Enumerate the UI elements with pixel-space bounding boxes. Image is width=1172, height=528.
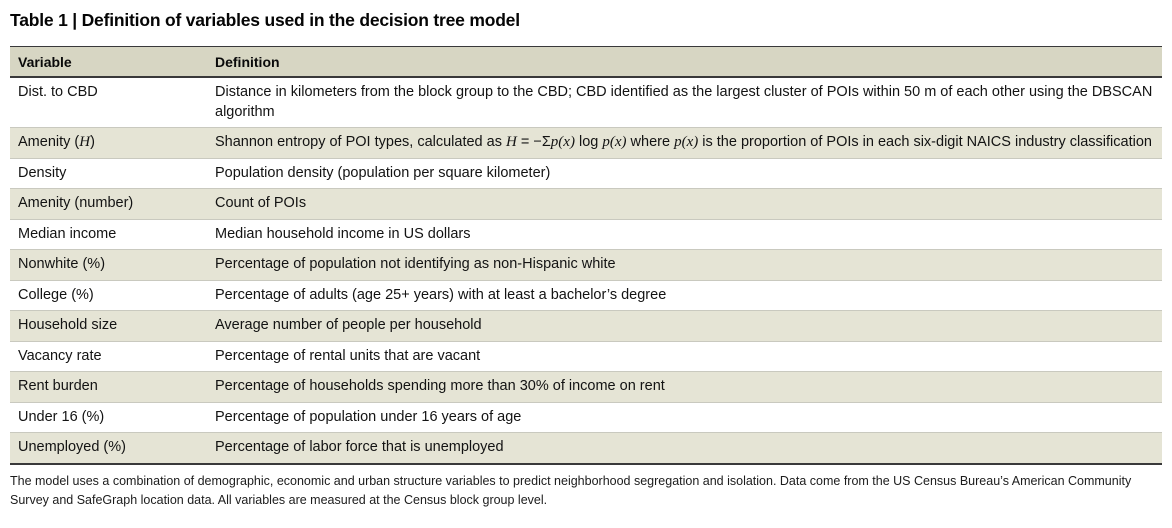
column-header-definition: Definition <box>207 46 1162 78</box>
math-variable: p(x) <box>674 134 699 150</box>
math-variable: H <box>505 134 517 150</box>
definition-cell: Percentage of households spending more t… <box>207 371 1162 402</box>
table-title: Table 1 | Definition of variables used i… <box>10 10 520 30</box>
table-row: Under 16 (%) Percentage of population und… <box>10 401 1162 433</box>
table-row: Vacancy rate Percentage of rental units t… <box>10 340 1162 372</box>
text-segment: is the proportion of POIs in each six-di… <box>698 134 1152 150</box>
table-row: Household size Average number of people p… <box>10 310 1162 341</box>
variable-cell: Median income <box>10 218 207 250</box>
variable-cell: Amenity (number) <box>10 188 207 219</box>
math-variable: H <box>79 134 91 150</box>
text-segment: Shannon entropy of POI types, calculated… <box>215 134 506 150</box>
variable-cell: Under 16 (%) <box>10 401 207 433</box>
table-row: Amenity (H) Shannon entropy of POI types,… <box>10 127 1162 158</box>
definition-cell: Percentage of adults (age 25+ years) wit… <box>207 279 1162 311</box>
table-row: Rent burden Percentage of households spen… <box>10 371 1162 402</box>
definition-cell: Count of POIs <box>207 188 1162 219</box>
table-body: Dist. to CBD Distance in kilometers from … <box>10 77 1162 464</box>
definition-cell: Distance in kilometers from the block gr… <box>215 84 1153 120</box>
variable-cell: College (%) <box>10 279 207 311</box>
variable-cell: Amenity (H) <box>10 127 207 158</box>
header-row: Variable Definition <box>10 46 1162 78</box>
table-row: College (%) Percentage of adults (age 25+… <box>10 279 1162 311</box>
table-row: Density Population density (population pe… <box>10 157 1162 189</box>
variable-cell: Unemployed (%) <box>10 432 207 464</box>
table-footnote: The model uses a combination of demograp… <box>10 473 1132 508</box>
variable-cell: Household size <box>10 310 207 341</box>
definition-cell: Percentage of population not identifying… <box>207 249 1162 280</box>
math-variable: p(x) <box>550 134 575 150</box>
table-row: Dist. to CBD Distance in kilometers from … <box>10 77 1162 128</box>
definition-cell: Average number of people per household <box>207 310 1162 341</box>
variable-cell: Dist. to CBD <box>18 84 98 100</box>
variable-cell: Rent burden <box>10 371 207 402</box>
table-row: Nonwhite (%) Percentage of population not… <box>10 249 1162 280</box>
table-row: Amenity (number) Count of POIs <box>10 188 1162 219</box>
definition-cell: Shannon entropy of POI types, calculated… <box>207 127 1162 158</box>
text-segment: = −Σ <box>516 134 551 150</box>
definition-cell: Percentage of population under 16 years … <box>207 401 1162 433</box>
definition-cell: Median household income in US dollars <box>207 218 1162 250</box>
text-segment: log <box>574 134 603 150</box>
text-segment: where <box>626 134 675 150</box>
variable-cell: Density <box>10 157 207 189</box>
definition-table: Variable Definition Dist. to CBD Distance… <box>10 46 1162 465</box>
text-segment: Amenity ( <box>18 134 80 150</box>
column-header-variable: Variable <box>10 46 207 78</box>
math-variable: p(x) <box>602 134 627 150</box>
table-row: Unemployed (%) Percentage of labor force … <box>10 432 1162 464</box>
definition-cell: Percentage of labor force that is unempl… <box>207 432 1162 464</box>
definition-cell: Percentage of rental units that are vaca… <box>207 340 1162 372</box>
text-segment: ) <box>90 134 95 150</box>
variable-cell: Vacancy rate <box>10 340 207 372</box>
definition-cell: Population density (population per squar… <box>207 157 1162 189</box>
variable-cell: Nonwhite (%) <box>10 249 207 280</box>
table-row: Median income Median household income in … <box>10 218 1162 250</box>
